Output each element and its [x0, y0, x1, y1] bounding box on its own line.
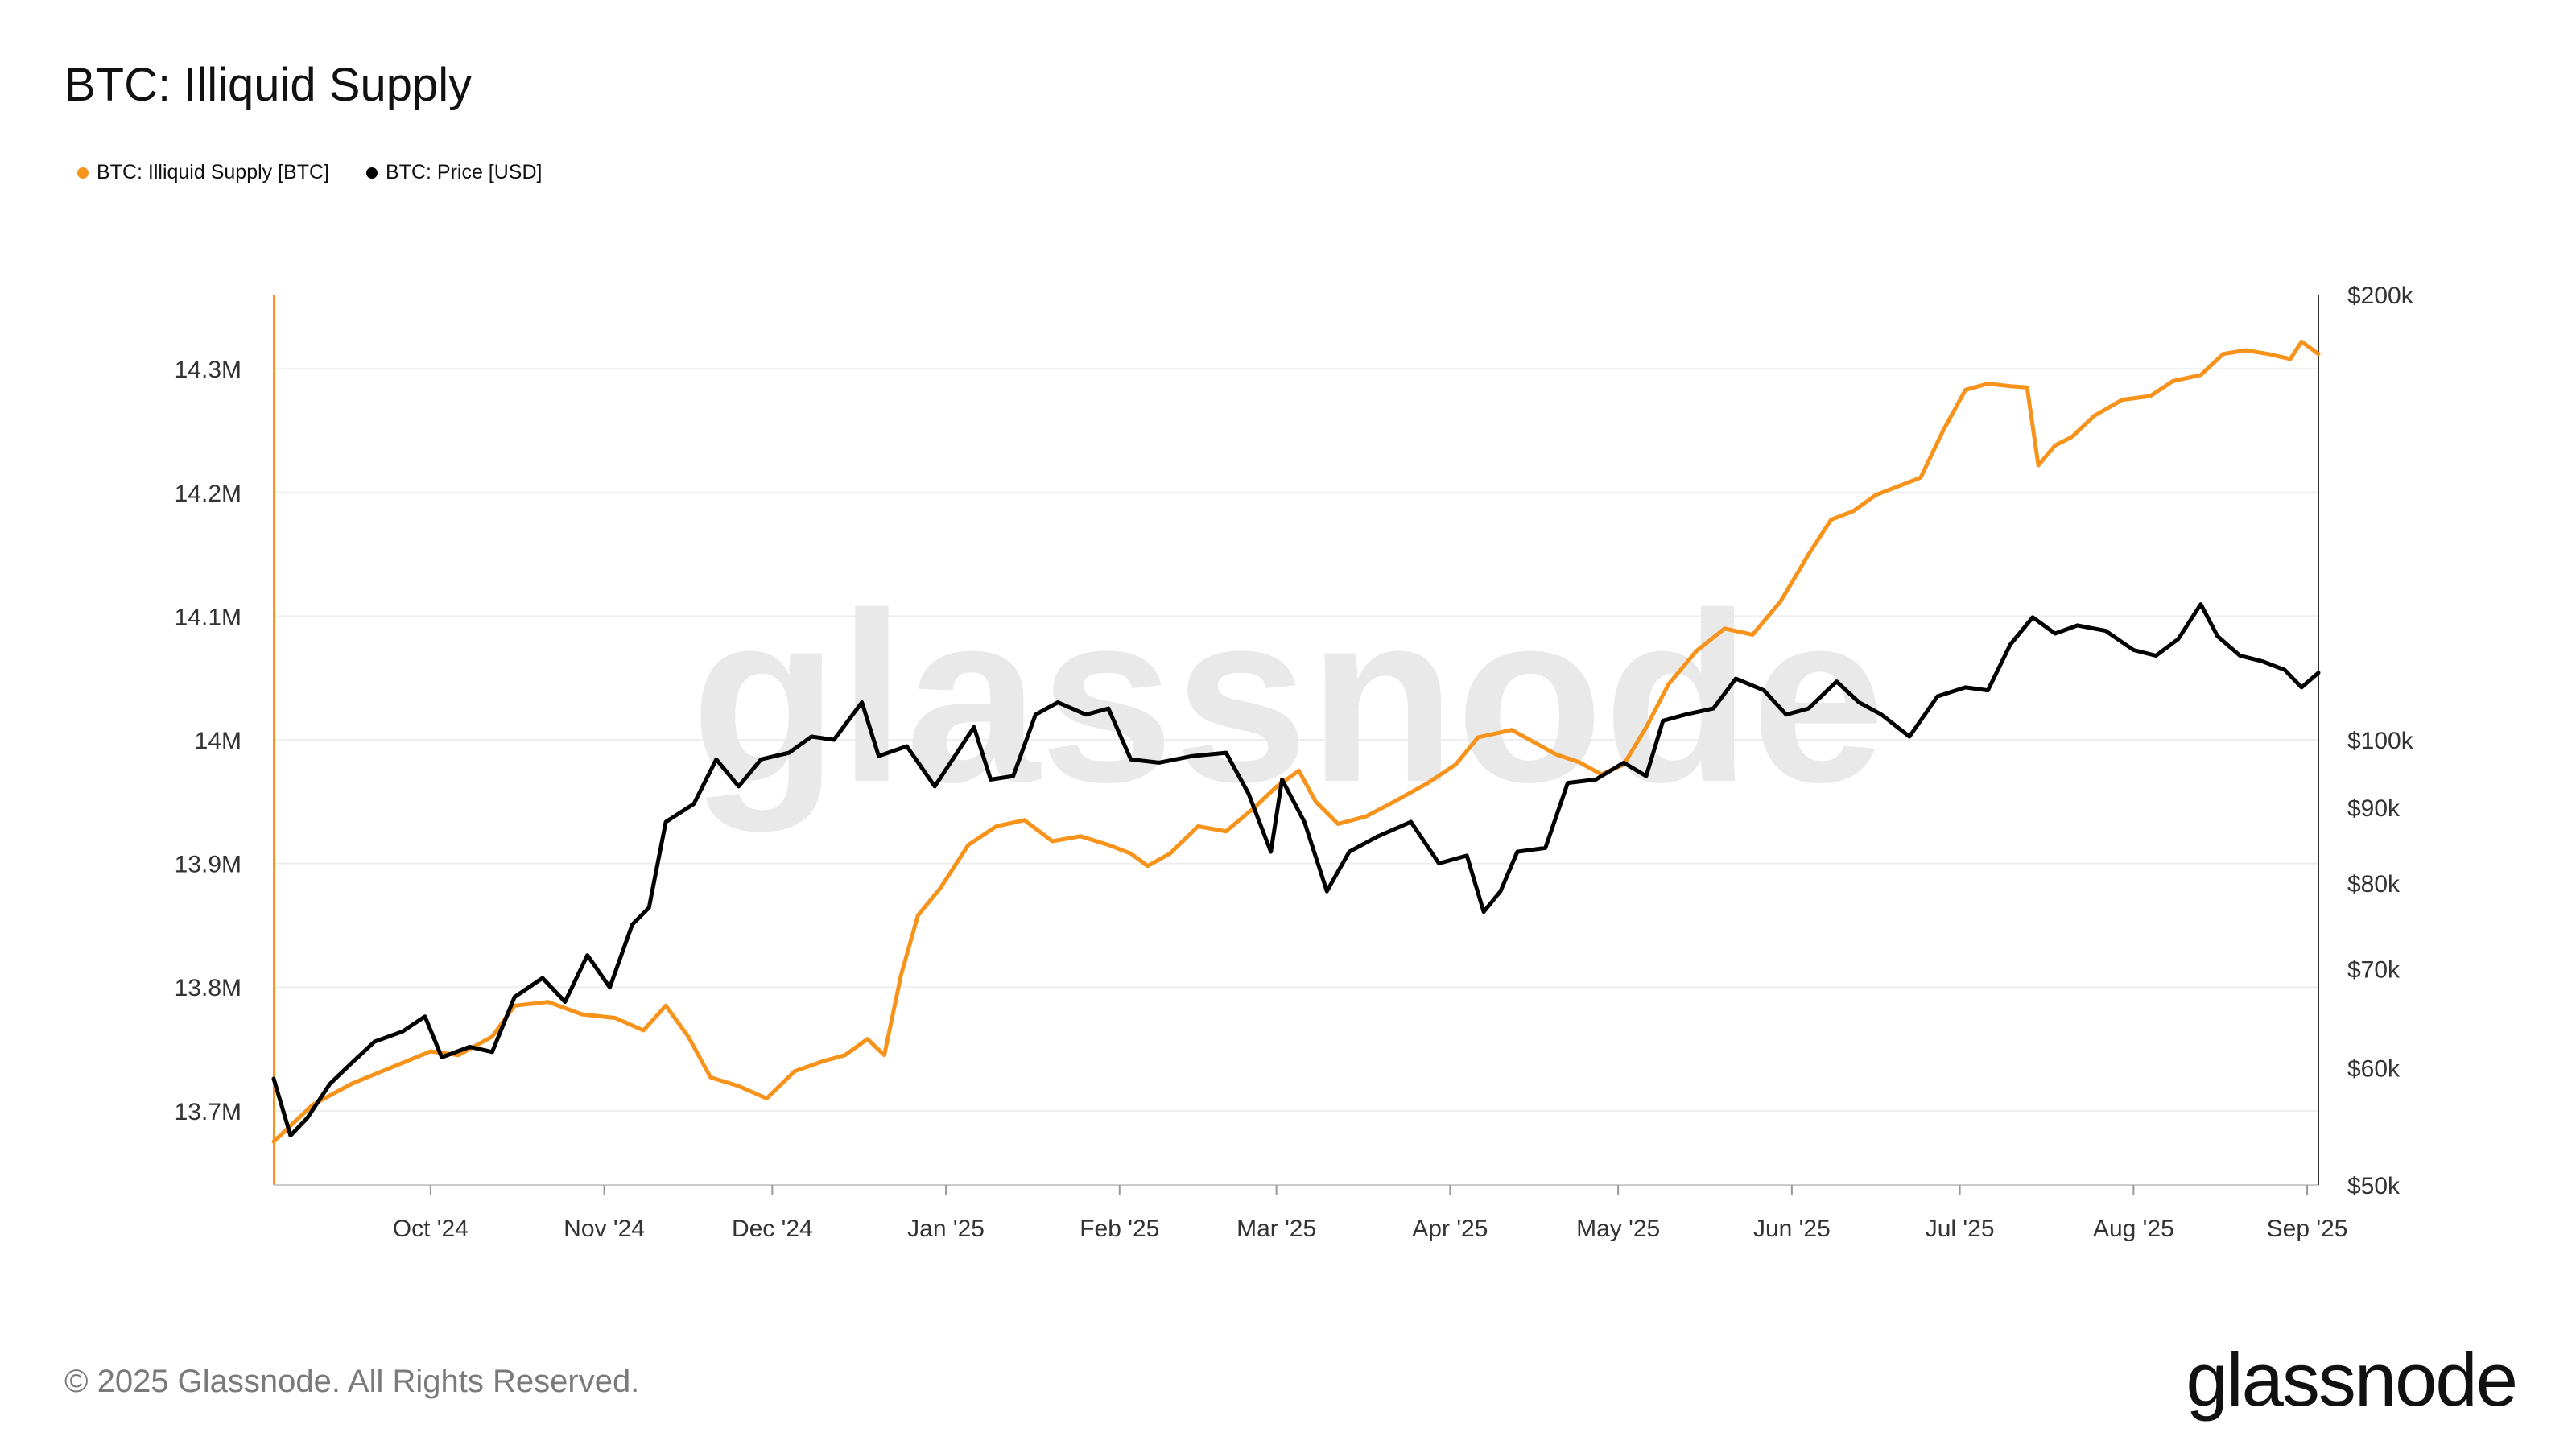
legend-item-price[interactable]: BTC: Price [USD] [366, 161, 542, 184]
legend-swatch-illiquid-supply [77, 167, 89, 179]
legend-item-illiquid-supply[interactable]: BTC: Illiquid Supply [BTC] [77, 161, 329, 184]
x-tick-label: Aug '25 [2093, 1216, 2174, 1242]
x-tick-label: Nov '24 [564, 1216, 645, 1242]
x-tick-label: Dec '24 [732, 1216, 813, 1242]
y-right-tick-label: $50k [2347, 1173, 2401, 1199]
x-tick-label: May '25 [1576, 1216, 1660, 1242]
chart-title: BTC: Illiquid Supply [64, 59, 473, 111]
y-left-tick-label: 14.2M [175, 481, 242, 507]
x-tick-label: Jan '25 [907, 1216, 985, 1242]
x-tick-label: Apr '25 [1412, 1216, 1488, 1242]
y-left-tick-label: 13.7M [175, 1099, 242, 1125]
y-right-tick-label: $90k [2347, 795, 2401, 822]
series-line-illiquid-supply [271, 339, 2321, 1144]
y-left-tick-label: 14.3M [175, 357, 242, 383]
y-left-tick-label: 13.9M [175, 852, 242, 878]
legend-label-illiquid-supply: BTC: Illiquid Supply [BTC] [97, 161, 329, 184]
y-right-tick-label: $70k [2347, 957, 2401, 984]
y-left-tick-label: 13.8M [175, 975, 242, 1001]
x-tick-label: Oct '24 [393, 1216, 469, 1242]
y-left-tick-label: 14.1M [175, 604, 242, 630]
y-right-tick-label: $60k [2347, 1056, 2401, 1083]
x-tick-label: Sep '25 [2267, 1216, 2348, 1242]
chart-grid [274, 368, 2318, 1112]
x-tick-label: Mar '25 [1236, 1216, 1316, 1242]
x-tick-label: Jul '25 [1926, 1216, 1995, 1242]
x-tick-label: Jun '25 [1753, 1216, 1831, 1242]
y-left-tick-label: 14M [195, 728, 242, 754]
y-right-tick-label: $80k [2347, 871, 2401, 898]
legend-label-price: BTC: Price [USD] [386, 161, 543, 184]
chart-axes [273, 295, 2319, 1195]
chart-tick-labels: 13.7M 13.8M 13.9M 14M 14.1M 14.2M 14.3M $50k $60… [175, 283, 2414, 1242]
legend-swatch-price [366, 167, 378, 179]
chart-series [271, 339, 2321, 1144]
copyright-text: © 2025 Glassnode. All Rights Reserved. [64, 1364, 640, 1399]
series-line-price [271, 602, 2321, 1138]
x-tick-label: Feb '25 [1080, 1216, 1159, 1242]
y-right-tick-label: $100k [2347, 728, 2414, 754]
y-right-tick-label: $200k [2347, 283, 2414, 309]
brand-logo: glassnode [2186, 1337, 2518, 1422]
chart-legend: BTC: Illiquid Supply [BTC] BTC: Price [U… [77, 161, 542, 184]
